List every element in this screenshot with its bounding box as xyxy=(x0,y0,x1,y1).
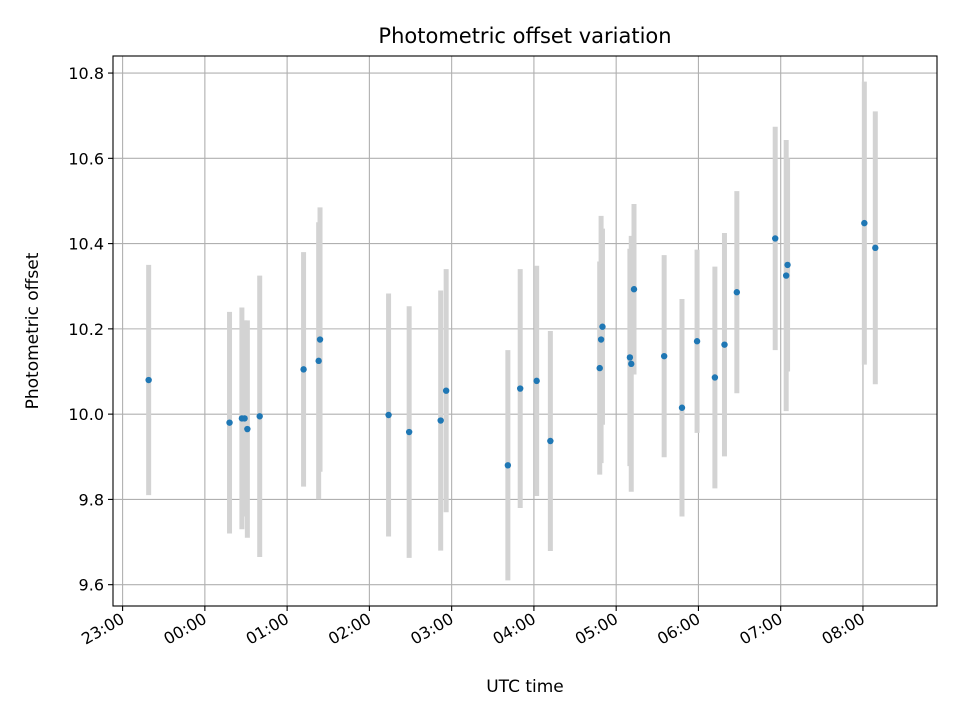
y-axis-label: Photometric offset xyxy=(23,252,43,409)
data-point xyxy=(872,244,879,252)
data-point xyxy=(721,341,728,348)
data-point xyxy=(596,364,603,372)
data-point xyxy=(385,411,392,419)
data-point xyxy=(630,286,638,293)
data-point xyxy=(533,377,540,385)
y-tick-label: 9.8 xyxy=(79,490,104,509)
data-point xyxy=(784,261,791,269)
data-point xyxy=(504,462,512,469)
y-tick-label: 10.4 xyxy=(68,235,104,254)
data-point xyxy=(693,338,701,345)
y-axis-ticks: 9.6 9.8 10.0 10.2 10.4 10.6 10.8 xyxy=(68,64,113,595)
plot-frame xyxy=(112,55,938,607)
data-point xyxy=(772,235,779,242)
data-point xyxy=(628,360,635,368)
data-point xyxy=(300,366,307,373)
y-tick-label: 10.0 xyxy=(68,405,104,424)
data-point xyxy=(517,385,524,392)
data-point xyxy=(405,428,413,436)
data-point xyxy=(437,417,444,424)
data-point xyxy=(241,415,248,422)
data-point xyxy=(442,387,450,394)
data-point xyxy=(861,219,868,227)
y-tick-label: 10.2 xyxy=(68,320,104,339)
data-point xyxy=(547,437,554,445)
data-point xyxy=(626,354,634,361)
chart-title: Photometric offset variation xyxy=(378,24,671,48)
data-point xyxy=(256,413,263,420)
data-point xyxy=(244,425,251,433)
data-point xyxy=(597,336,605,343)
data-point xyxy=(599,323,606,330)
data-point xyxy=(145,376,152,384)
data-point xyxy=(315,357,322,365)
data-point xyxy=(316,336,324,343)
y-tick-label: 10.6 xyxy=(68,149,104,168)
x-axis-label: UTC time xyxy=(486,677,564,697)
data-point xyxy=(711,374,719,381)
data-point xyxy=(660,352,668,360)
data-point xyxy=(733,289,741,296)
data-point xyxy=(782,272,790,279)
data-points xyxy=(145,219,879,469)
y-tick-label: 10.8 xyxy=(68,64,104,83)
data-point xyxy=(678,404,686,411)
data-point xyxy=(226,419,233,426)
grid xyxy=(113,56,937,606)
y-tick-label: 9.6 xyxy=(79,576,104,595)
